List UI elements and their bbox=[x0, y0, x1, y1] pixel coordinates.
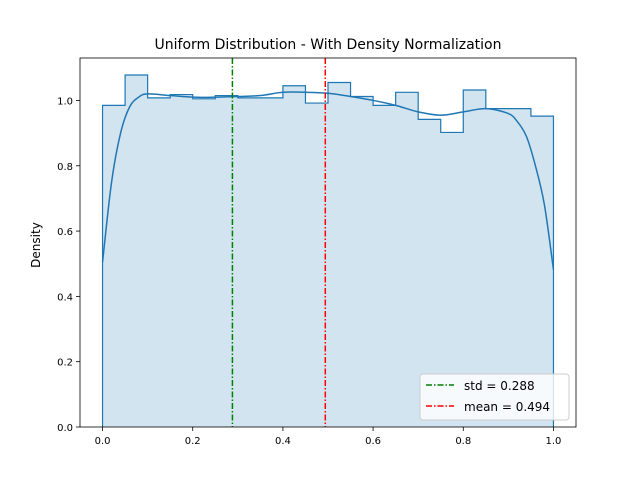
chart-title: Uniform Distribution - With Density Norm… bbox=[155, 37, 502, 53]
x-tick-label: 0.8 bbox=[455, 436, 471, 447]
y-tick-label: 0.4 bbox=[57, 292, 73, 303]
hist-bar bbox=[215, 96, 238, 427]
hist-bar bbox=[148, 98, 171, 427]
hist-bar bbox=[260, 98, 283, 427]
hist-bar bbox=[103, 105, 126, 427]
x-tick-label: 0.0 bbox=[95, 436, 111, 447]
y-tick-label: 0.8 bbox=[57, 162, 73, 173]
x-tick-label: 1.0 bbox=[546, 436, 562, 447]
hist-bar bbox=[351, 97, 374, 427]
legend: std = 0.288 mean = 0.494 bbox=[420, 374, 569, 420]
y-tick-label: 0.2 bbox=[57, 358, 73, 369]
x-tick-label: 0.2 bbox=[185, 436, 201, 447]
hist-bar bbox=[283, 86, 306, 427]
y-axis-label: Density bbox=[29, 222, 43, 268]
x-axis-ticks: 0.0 0.2 0.4 0.6 0.8 1.0 bbox=[95, 427, 562, 447]
y-tick-label: 0.0 bbox=[57, 423, 73, 434]
hist-bar bbox=[328, 82, 351, 427]
legend-label-mean: mean = 0.494 bbox=[464, 400, 550, 414]
x-tick-label: 0.4 bbox=[275, 436, 291, 447]
hist-bar bbox=[125, 75, 148, 427]
y-tick-label: 0.6 bbox=[57, 227, 73, 238]
hist-bar bbox=[238, 98, 261, 427]
y-axis-ticks: 0.0 0.2 0.4 0.6 0.8 1.0 bbox=[57, 96, 80, 434]
hist-bar bbox=[373, 105, 396, 427]
hist-bar bbox=[193, 99, 216, 427]
legend-label-std: std = 0.288 bbox=[464, 379, 535, 393]
x-tick-label: 0.6 bbox=[365, 436, 381, 447]
y-tick-label: 1.0 bbox=[57, 96, 73, 107]
hist-bar bbox=[170, 95, 193, 427]
hist-bar bbox=[396, 92, 419, 427]
